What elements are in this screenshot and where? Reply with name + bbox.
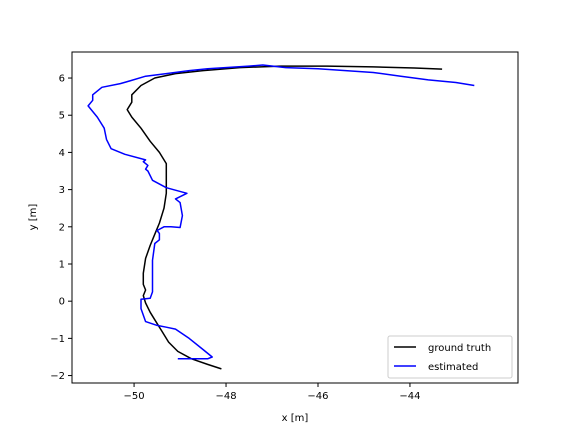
y-tick-label: 2	[59, 222, 65, 233]
x-tick-label: −46	[307, 391, 328, 402]
y-axis-ticks: −2 −1 0 1 2 3 4 5 6	[50, 74, 72, 382]
x-axis-label: x [m]	[282, 413, 309, 424]
y-axis-label: y [m]	[28, 204, 39, 231]
plot-frame	[71, 51, 519, 384]
x-tick-label: −50	[124, 391, 145, 402]
series-line-0	[126, 65, 443, 370]
x-axis-ticks: −50 −48 −46 −44	[124, 383, 421, 402]
legend-label-ground-truth: ground truth	[428, 343, 491, 354]
legend-box	[387, 335, 513, 379]
y-tick-label: 5	[59, 111, 65, 122]
plot-background	[72, 52, 518, 383]
y-tick-label: 1	[59, 259, 65, 270]
y-tick-label: 0	[59, 297, 65, 308]
series-layer	[87, 64, 475, 370]
y-tick-label: 6	[59, 74, 65, 85]
series-line-1	[87, 64, 475, 360]
legend-label-estimated: estimated	[428, 362, 478, 373]
y-tick-label: −1	[50, 334, 65, 345]
y-tick-label: 4	[59, 148, 65, 159]
y-tick-label: 3	[59, 185, 65, 196]
x-tick-label: −44	[399, 391, 420, 402]
legend: ground truth estimated	[387, 335, 513, 379]
x-tick-label: −48	[215, 391, 236, 402]
y-tick-label: −2	[50, 371, 65, 382]
